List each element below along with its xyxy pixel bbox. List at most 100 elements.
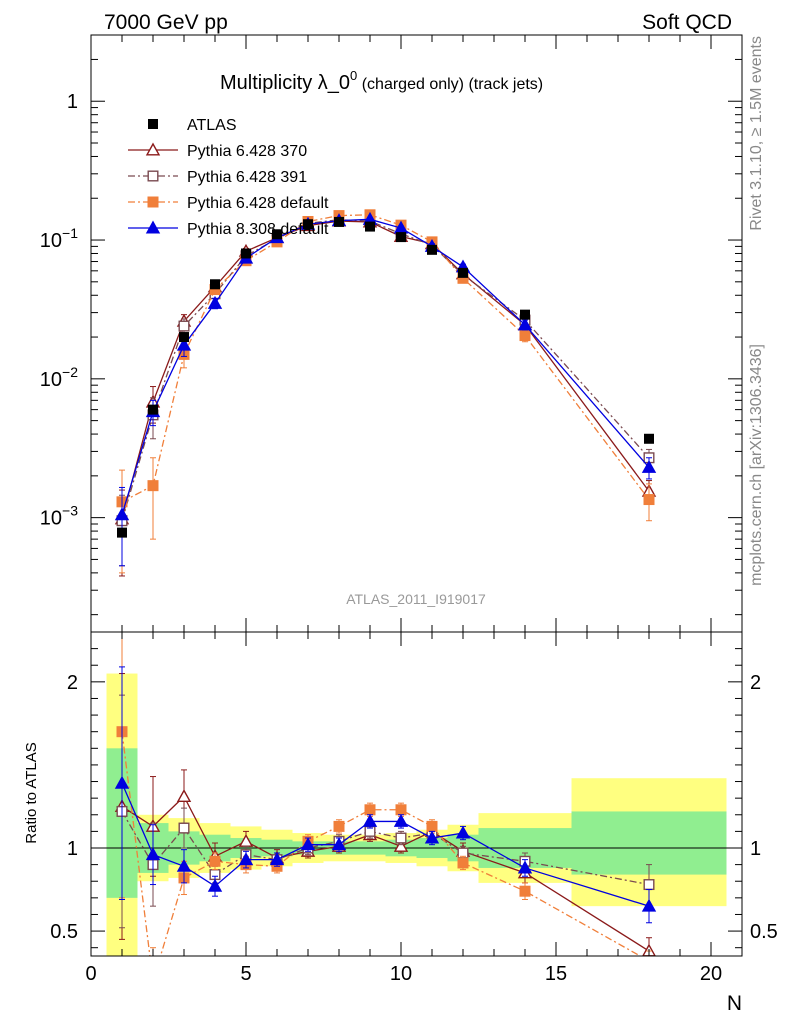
- main-series-point: [643, 494, 655, 506]
- legend-label: Pythia 6.428 370: [187, 143, 307, 160]
- ratio-series-point: [209, 855, 221, 867]
- main-series-point: [176, 337, 192, 351]
- atlas-data-point: [241, 248, 251, 259]
- ratio-stat-uncertainty-band: [571, 811, 727, 875]
- main-y-tick-label: 10−3: [40, 503, 78, 530]
- ratio-series-point: [424, 830, 440, 844]
- ratio-series-point: [395, 804, 407, 816]
- legend-marker: [145, 142, 161, 156]
- ratio-series-point: [114, 775, 130, 789]
- main-series-line: [121, 214, 650, 503]
- legend-marker: [147, 170, 159, 182]
- ratio-series-point: [269, 852, 285, 866]
- data-points: [117, 216, 654, 538]
- legend-marker: [148, 119, 158, 129]
- atlas-data-point: [427, 244, 437, 255]
- atlas-data-point: [644, 433, 654, 444]
- ratio-plot-frame: [90, 631, 743, 957]
- ratio-y-tick-label-right: 1: [750, 838, 761, 860]
- header-left: 7000 GeV pp: [104, 11, 228, 34]
- ratio-y-axis-label: Ratio to ATLAS: [23, 742, 40, 843]
- ratio-y-tick-label-right: 0.5: [750, 921, 778, 943]
- ratio-series-point: [145, 847, 161, 861]
- atlas-data-point: [117, 527, 127, 538]
- legend-label: ATLAS: [187, 117, 237, 134]
- main-series-line: [121, 219, 650, 521]
- plot-title-superscript: 0: [350, 68, 357, 83]
- ratio-series-point: [333, 820, 345, 832]
- ratio-series-point: [519, 885, 531, 897]
- atlas-data-point: [365, 221, 375, 232]
- legend-marker: [147, 196, 159, 208]
- main-series-line: [121, 220, 650, 520]
- legend-label: Pythia 6.428 391: [187, 169, 307, 186]
- ratio-y-tick-label-right: 2: [750, 672, 761, 694]
- main-y-tick-label: 10−2: [40, 364, 78, 391]
- main-series-point: [519, 330, 531, 342]
- atlas-data-point: [334, 216, 344, 227]
- atlas-data-point: [396, 232, 406, 243]
- main-y-tick-exponent: −1: [62, 225, 78, 241]
- atlas-data-point: [520, 309, 530, 320]
- ratio-series-point: [641, 898, 657, 912]
- ratio-series-point: [176, 858, 192, 872]
- main-series-point: [207, 295, 223, 309]
- legend-marker: [145, 220, 161, 234]
- plot-title-main: Multiplicity λ_0: [220, 72, 350, 94]
- legend-label: Pythia 8.308 default: [187, 221, 329, 238]
- main-y-tick-label: 10−1: [40, 225, 78, 252]
- main-series-point: [178, 320, 190, 332]
- x-tick-label: 0: [85, 963, 96, 985]
- atlas-data-point: [210, 279, 220, 290]
- ratio-series-point: [395, 832, 407, 844]
- x-tick-label: 20: [700, 963, 722, 985]
- main-y-tick-base: 10: [40, 230, 62, 252]
- ratio-series-point: [393, 838, 409, 852]
- x-axis-label: N: [727, 992, 742, 1015]
- ratio-series-point: [643, 955, 655, 956]
- main-series-point: [517, 317, 533, 331]
- atlas-data-point: [303, 219, 313, 230]
- side-label-bottom: mcplots.cern.ch [arXiv:1306.3436]: [748, 344, 765, 586]
- main-series-point: [147, 480, 159, 492]
- side-label-top: Rivet 3.1.10, ≥ 1.5M events: [748, 36, 765, 231]
- header-right: Soft QCD: [642, 11, 732, 34]
- ratio-plot-curves: [114, 632, 657, 986]
- ratio-series-point: [455, 825, 471, 839]
- ratio-series-point: [178, 822, 190, 834]
- main-y-tick-base: 1: [67, 91, 78, 113]
- ratio-y-tick-label-left: 0.5: [50, 921, 78, 943]
- atlas-data-point: [148, 404, 158, 415]
- main-y-tick-exponent: −3: [62, 503, 78, 519]
- main-y-tick-base: 10: [40, 508, 62, 530]
- main-y-tick-label: 1: [67, 91, 78, 113]
- analysis-label: ATLAS_2011_I919017: [346, 591, 486, 607]
- main-series-point: [114, 507, 130, 521]
- main-y-tick-exponent: −2: [62, 364, 78, 380]
- atlas-data-point: [272, 229, 282, 240]
- ratio-series-point: [393, 813, 409, 827]
- ratio-series-point: [331, 837, 347, 851]
- ratio-series-point: [362, 813, 378, 827]
- legend-label: Pythia 6.428 default: [187, 195, 329, 212]
- ratio-series-point: [300, 837, 316, 851]
- atlas-data-point: [458, 267, 468, 278]
- ratio-y-tick-label-left: 2: [67, 672, 78, 694]
- ratio-series-point: [148, 976, 158, 986]
- ratio-series-point: [176, 789, 192, 802]
- main-series-line: [121, 218, 650, 515]
- ratio-series-point: [207, 878, 223, 892]
- ratio-uncertainty-bands: [91, 673, 742, 956]
- ratio-series-point: [517, 860, 533, 874]
- legend: ATLAS Pythia 6.428 370 Pythia 6.428 391 Pyt…: [128, 117, 329, 238]
- ratio-series-point: [426, 820, 438, 832]
- ratio-series-point: [238, 852, 254, 866]
- ratio-series-point: [364, 804, 376, 816]
- main-y-tick-base: 10: [40, 369, 62, 391]
- plot-title-subtitle: (charged only) (track jets): [357, 76, 543, 93]
- x-tick-label: 15: [545, 963, 567, 985]
- plot-title: Multiplicity λ_00 (charged only) (track …: [220, 68, 543, 94]
- ratio-y-tick-label-left: 1: [67, 838, 78, 860]
